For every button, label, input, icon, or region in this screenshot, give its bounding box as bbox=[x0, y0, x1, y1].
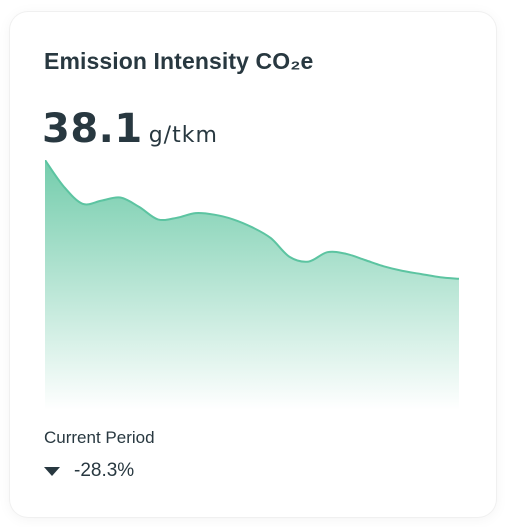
chart-point-9 bbox=[212, 213, 216, 217]
change-value: -28.3% bbox=[74, 460, 135, 481]
chart-point-8 bbox=[194, 211, 198, 215]
metric-value: 38.1 bbox=[42, 106, 143, 152]
chart-point-14 bbox=[307, 260, 311, 264]
chart-point-10 bbox=[231, 217, 235, 221]
chart-point-12 bbox=[269, 236, 273, 240]
metric-value-row: 38.1 g/tkm bbox=[42, 106, 218, 152]
chart-point-13 bbox=[288, 255, 292, 259]
chart-area-fill bbox=[45, 160, 459, 410]
chart-point-16 bbox=[344, 252, 348, 256]
chart-point-3 bbox=[100, 199, 104, 203]
chart-point-4 bbox=[118, 196, 122, 200]
triangle-down-icon bbox=[44, 467, 60, 476]
chart-point-20 bbox=[419, 272, 423, 276]
emission-intensity-card: Emission Intensity CO₂e 38.1 g/tkm Curren… bbox=[10, 12, 496, 517]
chart-point-15 bbox=[325, 250, 329, 254]
chart-point-17 bbox=[363, 258, 367, 262]
change-row: -28.3% bbox=[44, 460, 134, 482]
chart-point-6 bbox=[156, 217, 160, 221]
metric-unit: g/tkm bbox=[148, 123, 218, 148]
emission-area-chart bbox=[45, 160, 459, 410]
chart-point-11 bbox=[250, 225, 254, 229]
card-title: Emission Intensity CO₂e bbox=[44, 48, 314, 74]
period-label: Current Period bbox=[44, 428, 155, 447]
chart-point-18 bbox=[382, 264, 386, 268]
chart-point-5 bbox=[137, 205, 141, 209]
chart-point-1 bbox=[62, 185, 66, 189]
chart-point-7 bbox=[175, 216, 179, 220]
chart-point-2 bbox=[81, 202, 85, 206]
chart-point-21 bbox=[438, 275, 442, 279]
chart-series-line bbox=[45, 160, 459, 280]
chart-point-19 bbox=[401, 269, 405, 273]
